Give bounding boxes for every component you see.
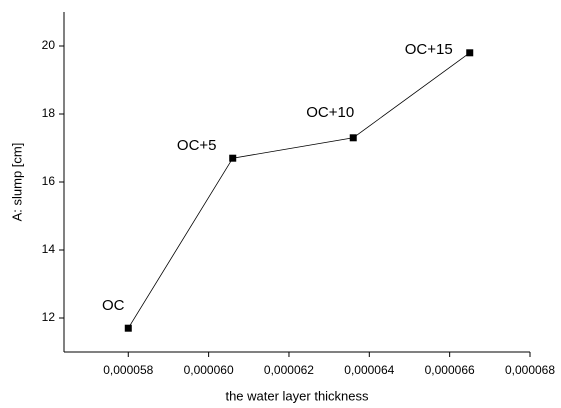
x-tick-label: 0,000068 [505, 363, 555, 377]
x-tick-label: 0,000062 [264, 363, 314, 377]
x-axis-title: the water layer thickness [225, 388, 369, 403]
y-tick-label: 16 [42, 174, 56, 188]
point [229, 154, 237, 162]
point [124, 324, 132, 332]
point-label: OC+10 [306, 104, 354, 121]
y-tick-label: 14 [42, 242, 56, 256]
point-label: OC+5 [177, 137, 217, 154]
y-axis-title: A: slump [cm] [9, 143, 24, 222]
x-tick-label: 0,000066 [425, 363, 475, 377]
x-tick-label: 0,000058 [103, 363, 153, 377]
y-tick-label: 18 [42, 106, 56, 120]
point-label: OC+15 [405, 41, 453, 58]
series-line [127, 52, 470, 329]
y-tick-label: 12 [42, 310, 56, 324]
y-tick-label: 20 [42, 38, 56, 52]
point [466, 49, 474, 57]
x-tick-label: 0,000064 [344, 363, 394, 377]
x-tick-label: 0,000060 [184, 363, 234, 377]
point [349, 134, 357, 142]
point-label: OC [102, 297, 125, 314]
